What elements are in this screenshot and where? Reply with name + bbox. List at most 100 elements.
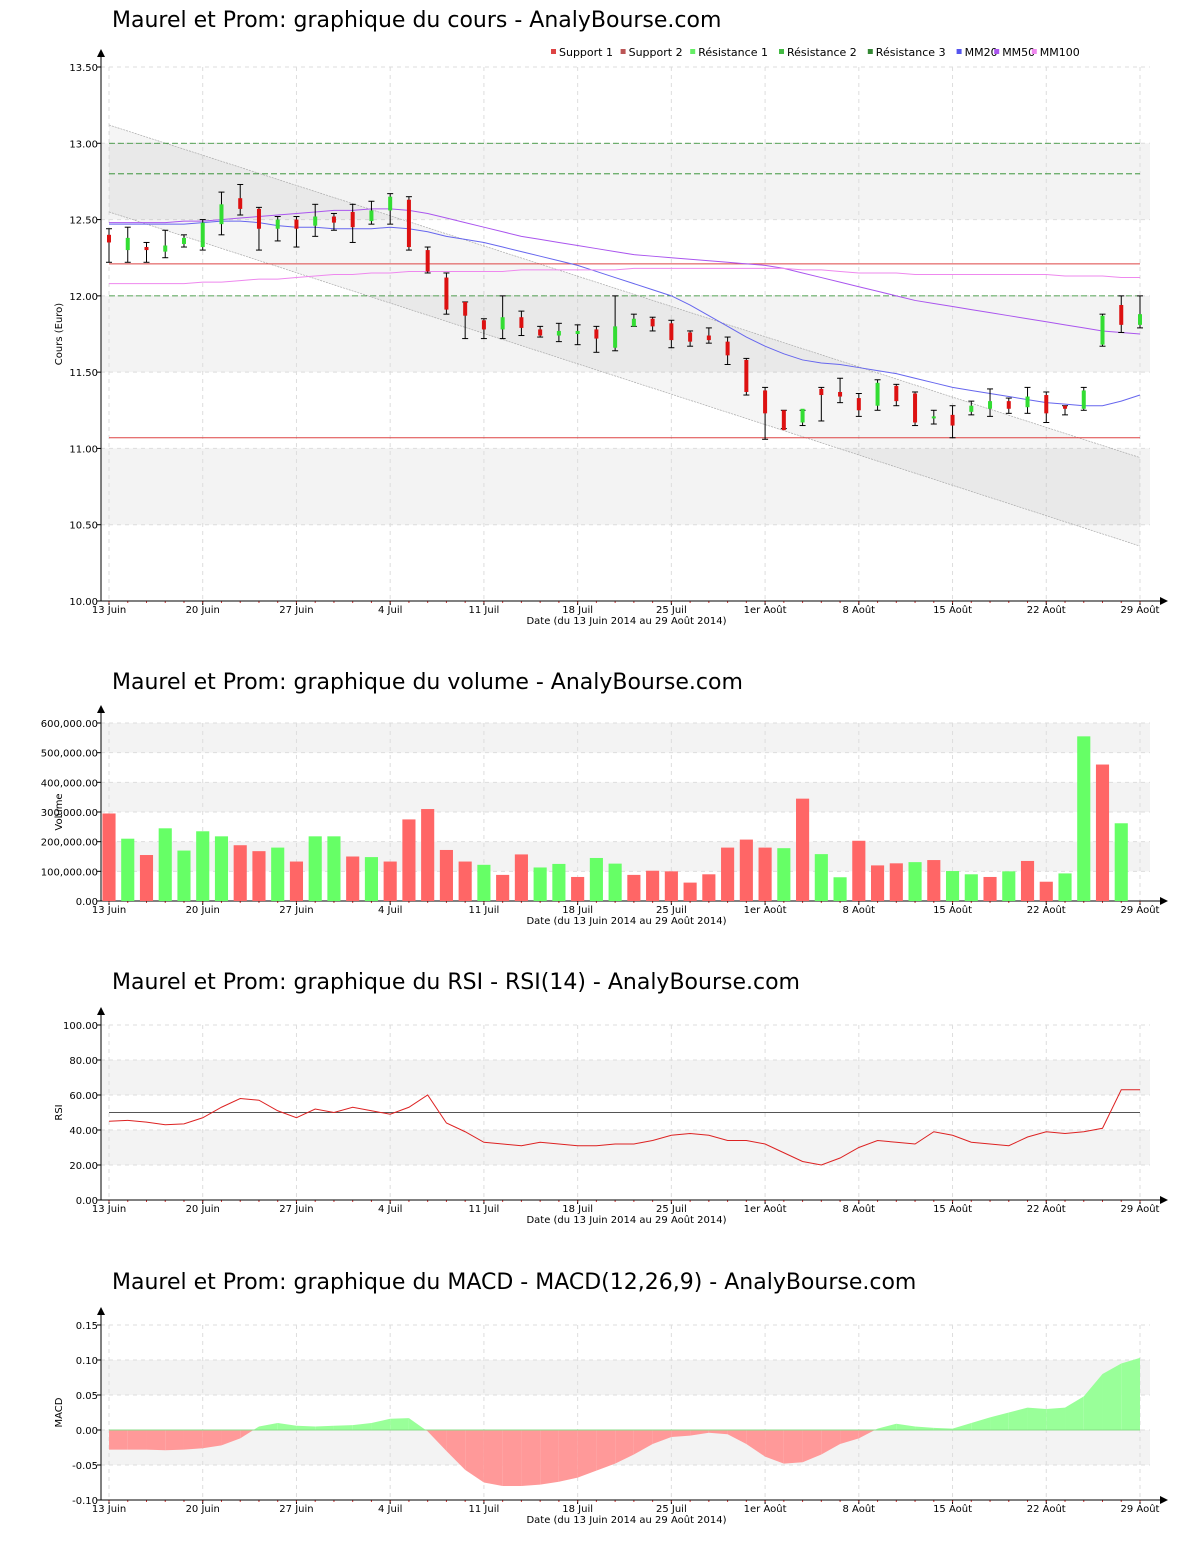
volume-bar	[1114, 823, 1128, 901]
grid-band	[101, 1360, 1150, 1395]
mm100-line	[109, 267, 1140, 285]
x-tick-label: 20 Juin	[186, 1504, 220, 1515]
candle-body	[388, 196, 393, 211]
grid-band	[101, 723, 1150, 753]
x-tick-label: 18 Juil	[562, 1204, 593, 1215]
macd-area-segment	[783, 1430, 803, 1464]
candle-body	[819, 388, 824, 396]
macd-area-segment	[521, 1430, 541, 1486]
x-tick-label: 27 Juin	[279, 1504, 313, 1515]
trend-channel	[109, 124, 1140, 547]
macd-area-segment	[502, 1430, 522, 1486]
x-tick-label: 20 Juin	[186, 605, 220, 616]
candle-body	[744, 359, 749, 392]
volume-bar	[833, 877, 847, 901]
candle-body	[481, 320, 486, 330]
macd-area-segment	[802, 1430, 822, 1463]
x-tick-label: 22 Août	[1027, 1203, 1066, 1215]
macd-area-segment	[253, 1426, 259, 1430]
macd-area-segment	[690, 1430, 709, 1436]
y-tick-label: 0.00	[76, 897, 98, 908]
y-axis-title: Volume	[54, 793, 65, 830]
y-axis-title: Cours (Euro)	[54, 303, 65, 366]
x-tick-label: 1er Août	[744, 1203, 787, 1215]
volume-bar	[402, 819, 416, 901]
candle-body	[219, 204, 224, 225]
candle-body	[1044, 395, 1049, 414]
macd-area-segment	[202, 1430, 222, 1449]
macd-area-segment	[971, 1417, 991, 1430]
macd-area-segment	[558, 1430, 578, 1482]
x-tick-label: 11 Juil	[469, 1504, 500, 1515]
price-chart-title: Maurel et Prom: graphique du cours - Ana…	[112, 8, 722, 33]
macd-area-segment	[146, 1430, 166, 1451]
y-tick-label: 200,000.00	[41, 838, 98, 849]
x-tick-label: 22 Août	[1027, 604, 1066, 616]
macd-area-segment	[165, 1430, 184, 1451]
legend-swatch	[994, 49, 1000, 54]
legend-label: MM20	[965, 46, 998, 59]
mm20-line	[109, 220, 1141, 407]
macd-area-segment	[390, 1418, 409, 1430]
x-tick-label: 18 Juil	[562, 605, 593, 616]
x-tick-label: 29 Août	[1121, 604, 1160, 616]
candle-body	[856, 398, 861, 411]
volume-bar	[683, 882, 697, 901]
candle-body	[125, 237, 130, 251]
x-tick-label: 8 Août	[843, 904, 876, 916]
y-tick-label: -0.10	[72, 1496, 98, 1507]
candle-body	[369, 210, 374, 222]
volume-bar	[814, 854, 828, 901]
x-axis-title: Date (du 13 Juin 2014 au 29 Août 2014)	[526, 1514, 726, 1526]
x-tick-label: 4 Juil	[378, 605, 402, 616]
macd-area-segment	[277, 1423, 297, 1430]
candle-body	[444, 277, 449, 310]
macd-area-segment	[333, 1425, 353, 1430]
candle-body	[107, 234, 111, 243]
macd-area-segment	[1046, 1407, 1066, 1430]
candle-body	[838, 391, 843, 397]
volume-bar	[289, 861, 304, 901]
candle-body	[313, 216, 318, 226]
y-tick-label: 0.10	[76, 1356, 98, 1367]
grid-band	[101, 782, 1150, 812]
legend-label: Support 1	[559, 46, 613, 59]
legend-swatch	[1031, 49, 1037, 54]
legend-label: Résistance 3	[876, 46, 946, 59]
candle-body	[331, 216, 336, 223]
macd-area-segment	[1008, 1407, 1028, 1430]
y-tick-label: 11.00	[69, 444, 98, 455]
volume-bar	[646, 870, 660, 901]
volume-bar	[233, 845, 247, 901]
x-axis-arrow	[1160, 1496, 1168, 1504]
y-axis-arrow	[97, 49, 105, 57]
y-axis-arrow	[97, 1307, 105, 1315]
candle-body	[875, 382, 880, 406]
macd-area-segment	[933, 1427, 953, 1430]
candle-body	[594, 329, 599, 339]
volume-bar	[852, 840, 866, 901]
macd-area-segment	[858, 1430, 875, 1439]
candle-body	[256, 208, 261, 229]
candle-body	[1006, 401, 1011, 409]
y-tick-label: 0.00	[76, 1196, 98, 1207]
y-tick-label: 13.50	[69, 63, 98, 74]
x-tick-label: 29 Août	[1121, 1203, 1160, 1215]
y-tick-label: -0.05	[72, 1461, 98, 1472]
candle-body	[181, 237, 186, 244]
y-tick-label: 500,000.00	[41, 749, 98, 760]
volume-bar	[364, 857, 378, 901]
volume-bar	[796, 798, 810, 901]
candle-body	[200, 222, 205, 248]
legend-swatch	[690, 49, 696, 54]
macd-area-segment	[221, 1430, 241, 1446]
y-tick-label: 600,000.00	[41, 719, 98, 730]
macd-area-segment	[633, 1430, 653, 1455]
rsi-line	[108, 1089, 1140, 1166]
legend-label: MM100	[1040, 46, 1080, 59]
macd-area-segment	[727, 1430, 747, 1444]
legend-swatch	[956, 49, 962, 54]
legend-swatch	[620, 49, 626, 54]
macd-area-segment	[765, 1430, 784, 1464]
macd-area-segment	[1027, 1407, 1047, 1430]
